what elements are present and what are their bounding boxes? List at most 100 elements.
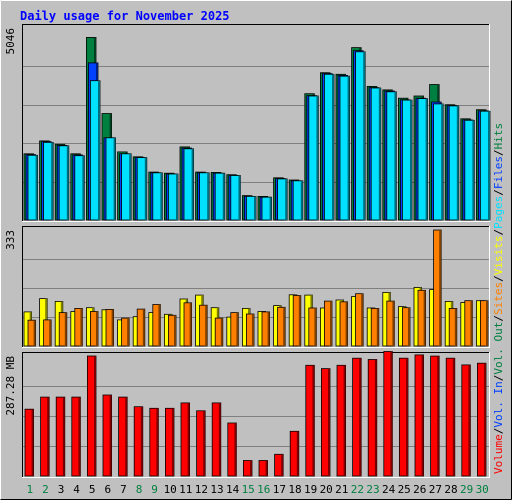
bar-shade	[390, 351, 393, 476]
bar-shade	[94, 356, 96, 476]
bar-shade	[392, 301, 395, 346]
bar-shade	[187, 402, 190, 476]
day-label-16: 16	[257, 483, 270, 496]
bar-shade	[129, 153, 132, 220]
bar-shade	[111, 309, 114, 346]
bar-shade	[468, 364, 471, 476]
day-label-15: 15	[242, 483, 255, 496]
y-max-label: 5046	[4, 28, 17, 55]
bar-shade	[236, 312, 239, 346]
bar-shade	[250, 460, 252, 476]
panel-visits-sites: 333	[4, 226, 490, 348]
bar-shade	[328, 368, 330, 476]
day-label-12: 12	[195, 483, 208, 496]
bar-pages-day-23	[370, 87, 382, 221]
bar-shade	[158, 304, 161, 346]
bar-shade	[376, 308, 379, 346]
bar-shade	[296, 431, 299, 476]
day-label-22: 22	[351, 483, 364, 496]
bar-shade	[66, 145, 69, 220]
bar-shade	[125, 397, 128, 476]
bar-shade	[298, 295, 301, 346]
bar-shade	[421, 354, 424, 476]
bar-shade	[31, 409, 34, 476]
bar-shade	[113, 137, 116, 220]
bar-shade	[359, 358, 362, 476]
legend-part: /	[492, 229, 505, 236]
bar-shade	[470, 300, 473, 346]
bar-shade	[488, 111, 490, 220]
day-label-10: 10	[164, 483, 177, 496]
bar-shade	[456, 105, 459, 220]
day-label-1: 1	[26, 483, 33, 496]
bar-shade	[191, 148, 194, 220]
bar-volume-day-9	[149, 407, 159, 477]
bar-shade	[363, 51, 366, 220]
chart-title: Daily usage for November 2025	[20, 9, 230, 23]
y-max-label: 287.28 MB	[4, 356, 17, 416]
bar-shade	[140, 406, 143, 476]
bar-shade	[300, 180, 303, 220]
bar-pages-day-14	[230, 175, 241, 221]
bar-shade	[408, 307, 410, 346]
bar-shade	[35, 155, 38, 220]
bar-shade	[316, 96, 319, 220]
bar-shade	[62, 397, 65, 476]
bar-shade	[218, 402, 221, 476]
right-legend: Volume/Vol. In/Vol. Out/Sites/Visits/Pag…	[492, 123, 505, 474]
bar-shade	[49, 319, 52, 346]
bar-shade	[343, 365, 346, 476]
bar-shade	[222, 173, 225, 220]
day-label-2: 2	[42, 483, 49, 496]
bar-shade	[234, 423, 237, 476]
bar-shade	[281, 454, 284, 476]
bar-volume-day-12	[196, 410, 206, 477]
bar-shade	[189, 302, 192, 346]
legend-part: Volume	[492, 434, 505, 474]
bar-shade	[283, 307, 286, 346]
bar-pages-day-28	[448, 105, 460, 221]
bar-shade	[144, 157, 147, 220]
bar-shade	[441, 103, 444, 220]
bar-shade	[394, 91, 397, 220]
legend-part: /	[492, 275, 505, 282]
bar-shade	[98, 80, 100, 220]
day-label-23: 23	[366, 483, 379, 496]
bar-shade	[267, 311, 270, 346]
bar-shade	[410, 100, 412, 220]
legend-part: /	[492, 428, 505, 435]
day-label-26: 26	[413, 483, 426, 496]
bar-shade	[172, 408, 174, 476]
day-label-28: 28	[444, 483, 457, 496]
bar-volume-day-28	[445, 357, 456, 477]
bar-shade	[437, 356, 440, 476]
bar-shade	[176, 174, 178, 220]
bar-shade	[425, 98, 428, 220]
legend-part: /	[492, 149, 505, 156]
bar-sites-day-18	[292, 295, 302, 347]
day-label-27: 27	[429, 483, 442, 496]
bar-sites-day-14	[230, 312, 239, 347]
day-label-18: 18	[288, 483, 301, 496]
day-label-19: 19	[304, 483, 317, 496]
bar-sites-day-23	[370, 307, 380, 347]
bar-shade	[64, 312, 67, 346]
bar-shade	[254, 196, 256, 220]
bar-shade	[439, 230, 442, 346]
legend-part: Vol. Out	[492, 322, 505, 375]
bar-sites-day-28	[448, 307, 458, 347]
legend-part: Hits	[492, 123, 505, 150]
day-label-5: 5	[89, 483, 96, 496]
bar-shade	[109, 395, 112, 476]
legend-part: Sites	[492, 282, 505, 315]
bar-pages-day-12	[199, 172, 210, 221]
bar-shade	[82, 155, 85, 220]
legend-part: Visits	[492, 236, 505, 276]
bar-shade	[238, 175, 241, 220]
bar-shade	[374, 359, 377, 476]
day-label-25: 25	[398, 483, 411, 496]
bar-shade	[330, 301, 332, 346]
bar-shade	[265, 460, 268, 476]
bar-shade	[203, 410, 206, 476]
bar-shade	[484, 363, 486, 476]
